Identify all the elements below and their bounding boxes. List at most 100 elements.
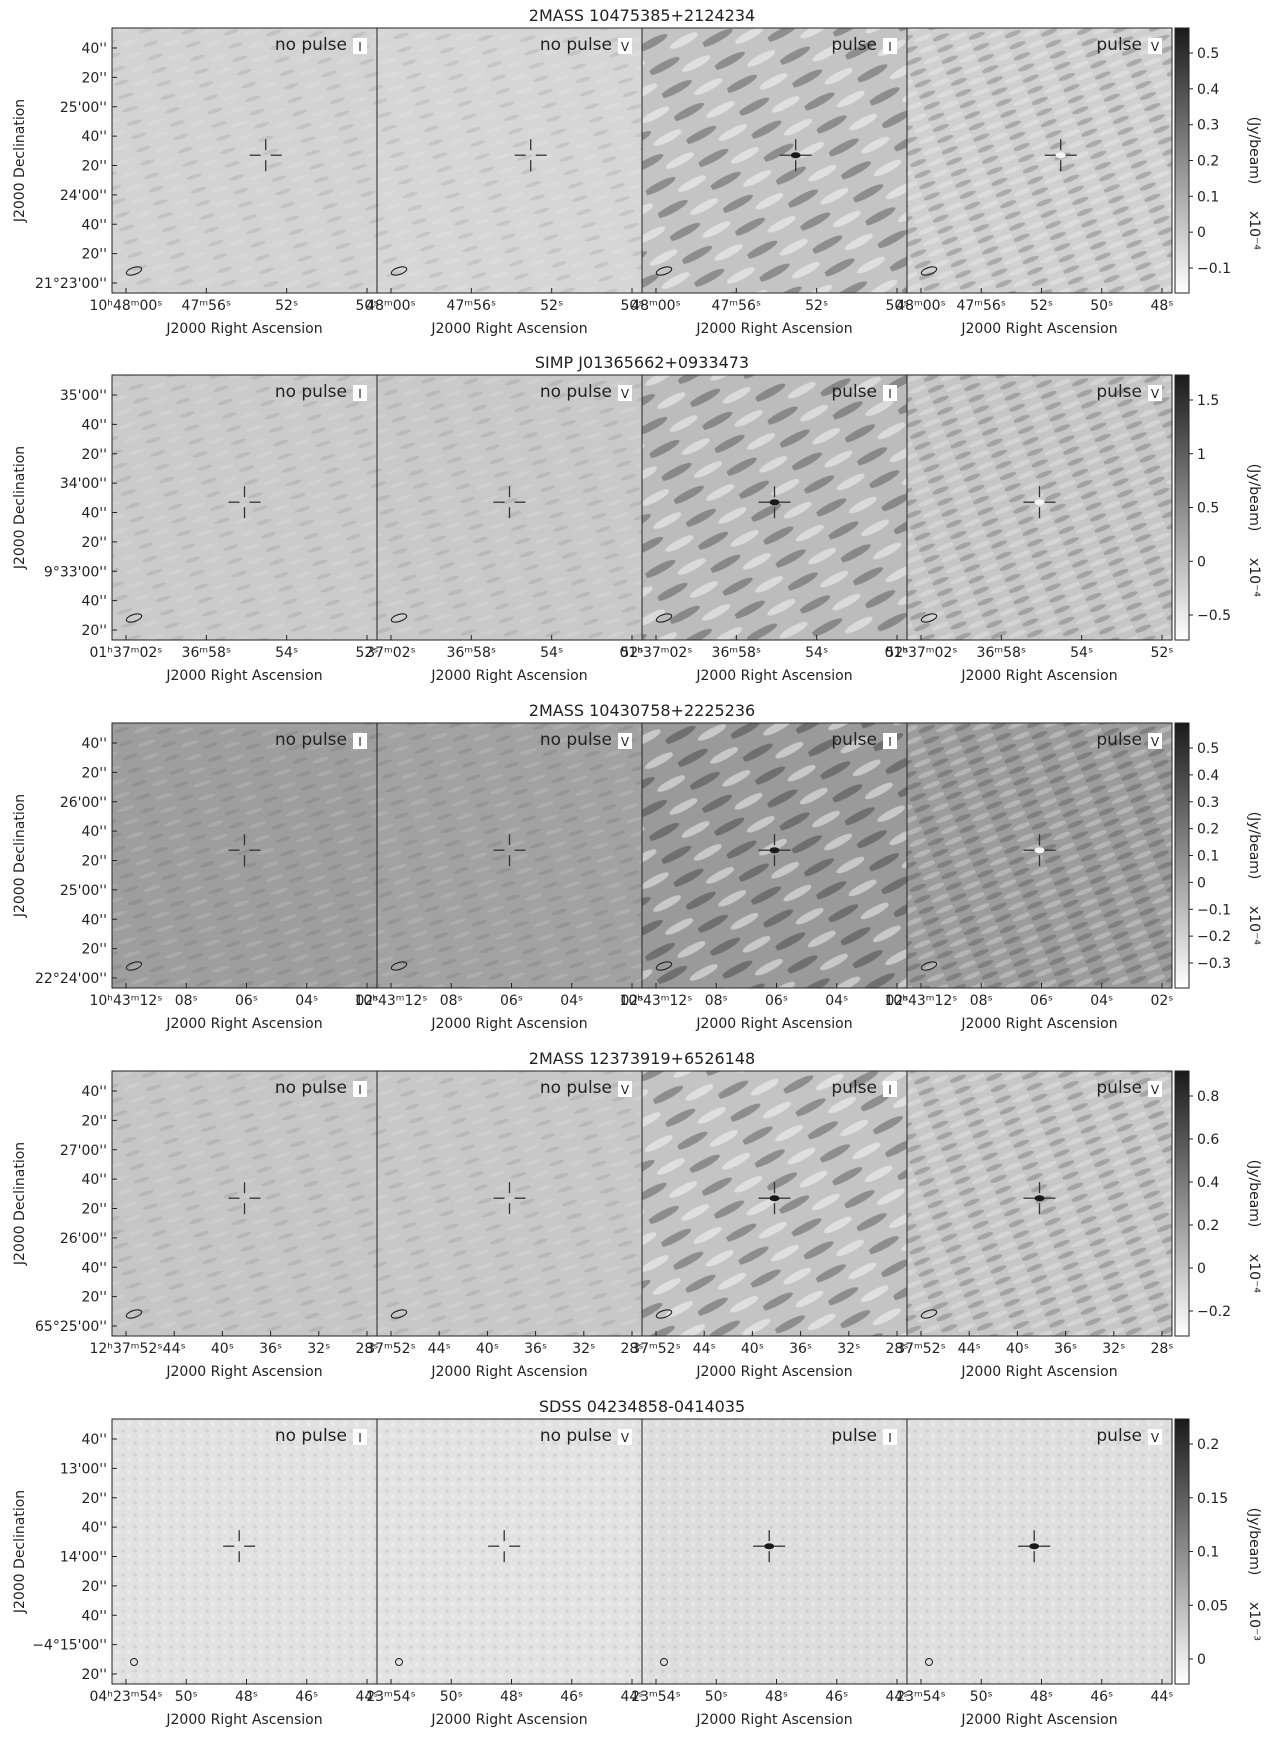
stokes-label: I: [888, 387, 892, 401]
colorbar: 1.5 1 0.5 0 −0.5 (Jy/beam) x10⁻⁴: [1174, 374, 1262, 641]
ra-tick-label: 52ˢ: [1150, 645, 1173, 661]
crosshair-marker: [1018, 1530, 1051, 1563]
stokes-tag: [618, 38, 632, 54]
dec-tick-label: 40'': [81, 217, 107, 233]
dec-tick-label: 40'': [81, 1520, 107, 1536]
row-title: 2MASS 12373919+6526148: [529, 1049, 755, 1068]
ra-tick-label: 06ˢ: [765, 993, 788, 1009]
dec-tick-label: 40'': [81, 1260, 107, 1276]
panel-label: no pulse: [275, 35, 347, 55]
colorbar-tick-label: 0.1: [1197, 1545, 1219, 1561]
colorbar-unit-label: (Jy/beam): [1246, 117, 1262, 185]
panel-noise: [907, 1419, 1172, 1684]
ra-axis-label: J2000 Right Ascension: [165, 1364, 322, 1380]
panel-label: pulse: [1096, 1078, 1142, 1098]
ra-axis-label: J2000 Right Ascension: [695, 1364, 852, 1380]
panel-label: pulse: [831, 382, 877, 402]
stokes-label: I: [888, 735, 892, 749]
beam-ellipse: [920, 961, 938, 971]
panel-noise: [377, 28, 642, 293]
ra-tick-label: 54ˢ: [275, 645, 298, 661]
source-detection: [1034, 499, 1045, 506]
colorbar-tick-label: 0.5: [1197, 501, 1219, 517]
ra-tick-label: 36ˢ: [524, 1341, 547, 1357]
ra-tick-label: 54ˢ: [540, 645, 563, 661]
ra-axis-label: J2000 Right Ascension: [695, 668, 852, 684]
dec-tick-label: 35'00'': [60, 388, 107, 404]
ra-tick-label: 08ˢ: [175, 993, 198, 1009]
ra-tick-label: 44ˢ: [620, 1689, 643, 1705]
dec-tick-label: 20'': [81, 1667, 107, 1683]
ra-axis-label: J2000 Right Ascension: [695, 321, 852, 337]
ra-tick-label: 47ᵐ56ˢ: [447, 298, 497, 314]
stokes-tag: [1148, 1081, 1162, 1097]
image-panel: no pulse V 37ᵐ52ˢ 44ˢ 40ˢ 36ˢ 32ˢ 28ˢ J2000 Righ…: [366, 1070, 644, 1380]
dec-tick-label: 20'': [81, 1579, 107, 1595]
dec-tick-label: 20'': [81, 159, 107, 175]
crosshair-marker: [514, 139, 547, 172]
source-detection: [769, 499, 780, 506]
image-panel: no pulse V 10ʰ43ᵐ12ˢ 08ˢ 06ˢ 04ˢ 02ˢ J2000 Righ…: [354, 722, 644, 1032]
colorbar-exponent: x10⁻³: [1246, 1602, 1262, 1641]
colorbar: 0.8 0.6 0.4 0.2 0 −0.2 (Jy/beam) x10⁻⁴: [1174, 1070, 1262, 1337]
panel-noise: [112, 28, 377, 293]
ra-tick-label: 48ᵐ00ˢ: [366, 298, 416, 314]
ra-tick-label: 06ˢ: [500, 993, 523, 1009]
crosshair-marker: [758, 1182, 791, 1215]
ra-tick-label: 50ˢ: [620, 298, 643, 314]
crosshair-marker: [1023, 1182, 1056, 1215]
ra-tick-label: 40ˢ: [211, 1341, 234, 1357]
beam-ellipse: [920, 613, 938, 623]
colorbar-tick-label: −0.2: [1197, 1304, 1231, 1320]
crosshair-marker: [1023, 834, 1056, 867]
panel-label: pulse: [831, 730, 877, 750]
stokes-tag: [618, 1081, 632, 1097]
colorbar-gradient: [1174, 1418, 1190, 1685]
colorbar-unit-label: (Jy/beam): [1246, 1508, 1262, 1576]
ra-tick-label: 10ʰ43ᵐ12ˢ: [884, 993, 957, 1009]
ra-tick-label: 36ᵐ58ˢ: [447, 645, 497, 661]
source-detection: [790, 152, 801, 159]
colorbar-unit-label: (Jy/beam): [1246, 464, 1262, 532]
ra-axis-label: J2000 Right Ascension: [695, 1712, 852, 1728]
colorbar-exponent: x10⁻⁴: [1246, 1254, 1262, 1293]
crosshair-marker: [1044, 139, 1077, 172]
ra-tick-label: 40ˢ: [1006, 1341, 1029, 1357]
ra-tick-label: 52ˢ: [275, 298, 298, 314]
ra-tick-label: 02ˢ: [1150, 993, 1173, 1009]
stokes-tag: [883, 38, 897, 54]
stokes-tag: [1148, 733, 1162, 749]
dec-tick-label: 40'': [81, 417, 107, 433]
colorbar-tick-label: 0: [1197, 1261, 1206, 1277]
beam-ellipse: [125, 613, 143, 623]
crosshair-marker: [249, 139, 282, 172]
colorbar-tick-label: 0.4: [1197, 768, 1219, 784]
source-detection: [1055, 152, 1066, 159]
ra-tick-label: 46ˢ: [825, 1689, 848, 1705]
dec-tick-label: −4°15'00'': [32, 1638, 107, 1654]
stokes-tag: [353, 385, 367, 401]
dec-tick-label: 40'': [81, 736, 107, 752]
ra-tick-label: 28ˢ: [355, 1341, 378, 1357]
dec-tick-label: 20'': [81, 765, 107, 781]
colorbar-tick-label: 0.1: [1197, 189, 1219, 205]
panel-label: no pulse: [275, 1426, 347, 1446]
ra-tick-label: 36ˢ: [1054, 1341, 1077, 1357]
dec-tick-label: 26'00'': [60, 1231, 107, 1247]
ra-axis-label: J2000 Right Ascension: [430, 321, 587, 337]
panel-label: pulse: [1096, 35, 1142, 55]
ra-tick-label: 48ᵐ00ˢ: [896, 298, 946, 314]
colorbar-tick-label: 0.2: [1197, 154, 1219, 170]
crosshair-marker: [493, 834, 526, 867]
ra-tick-label: 04ˢ: [825, 993, 848, 1009]
colorbar-tick-label: 0.2: [1197, 1437, 1219, 1453]
ra-axis-label: J2000 Right Ascension: [960, 1016, 1117, 1032]
ra-tick-label: 01ʰ37ᵐ02ˢ: [619, 645, 692, 661]
beam-ellipse: [655, 961, 673, 971]
ra-tick-label: 50ˢ: [440, 1689, 463, 1705]
colorbar-tick-label: 0.1: [1197, 849, 1219, 865]
row-title: 2MASS 10430758+2225236: [529, 701, 755, 720]
panel-noise: [642, 1419, 907, 1684]
colorbar-tick-label: 1.5: [1197, 393, 1219, 409]
stokes-label: V: [1151, 40, 1160, 54]
